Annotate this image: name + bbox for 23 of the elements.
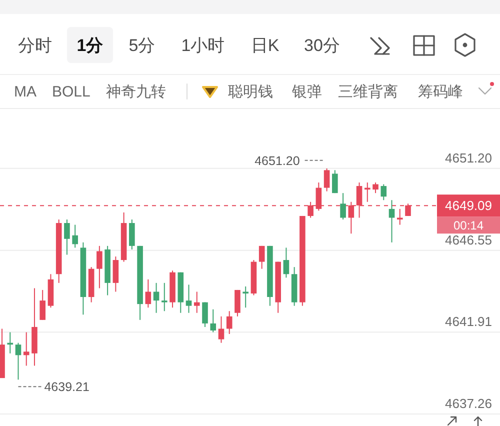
ref-label: 4649.09 (445, 198, 492, 214)
text: 5分 (128, 36, 156, 55)
high-label: 4651.20 (254, 154, 324, 168)
annotation: 4651.20 (254, 154, 300, 168)
ytick: 4646.55 (445, 232, 492, 248)
text: 筹码峰 (418, 84, 463, 100)
text: 银弹 (291, 84, 322, 100)
text: 30分 (304, 36, 340, 55)
text: 分时 (18, 36, 52, 55)
text: 1小时 (181, 36, 225, 55)
ytick: 4637.26 (445, 396, 492, 411)
text: 聪明钱 (228, 84, 273, 100)
annotation: 4639.21 (44, 380, 90, 394)
text: 神奇九转 (106, 84, 166, 100)
ytick: 4641.91 (445, 314, 492, 330)
text: 三维背离 (338, 84, 398, 100)
low-label: 4639.21 (18, 380, 90, 394)
countdown: 00:14 (453, 218, 484, 233)
text: 日K (250, 36, 280, 55)
text: 1分 (76, 36, 104, 55)
text: BOLL (52, 84, 90, 100)
text: MA (14, 84, 36, 100)
ytick: 4651.20 (445, 150, 492, 166)
